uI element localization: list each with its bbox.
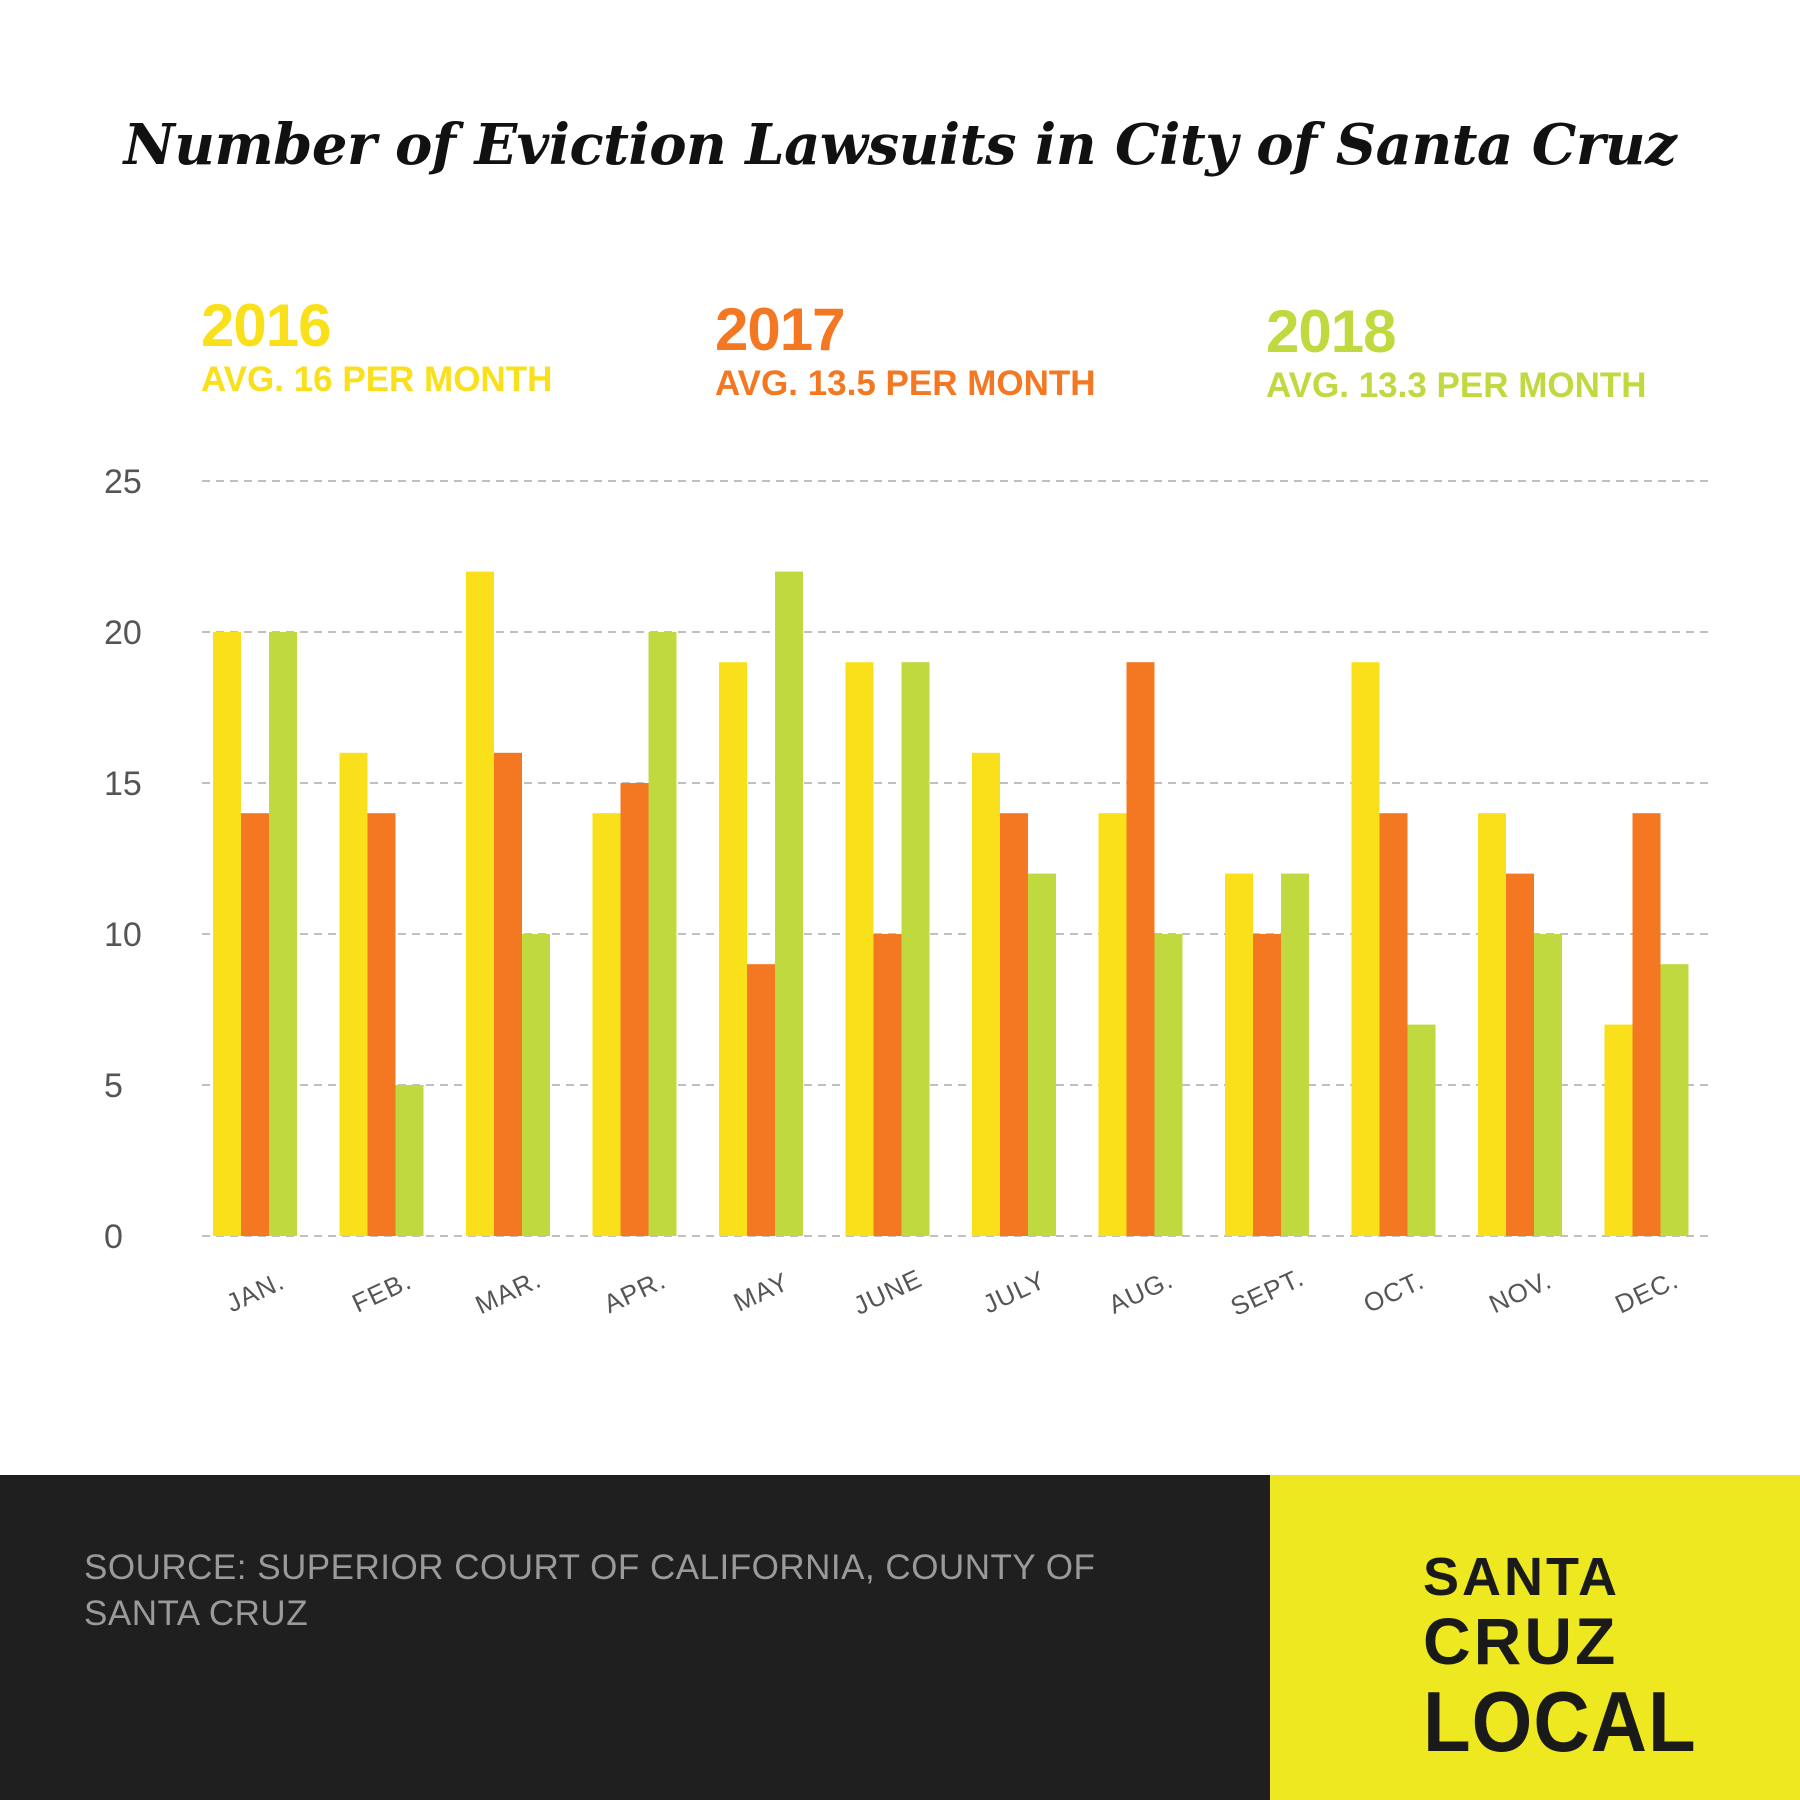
legend-avg-2017: AVG. 13.5 PER MONTH bbox=[715, 364, 1096, 403]
y-tick-label-15: 15 bbox=[104, 765, 142, 803]
x-tick-label-june: JUNE bbox=[849, 1263, 927, 1321]
bar-2018-june bbox=[901, 662, 930, 1236]
y-tick-label-0: 0 bbox=[104, 1218, 123, 1256]
bar-2017-apr bbox=[620, 783, 649, 1236]
bar-2017-july bbox=[1000, 813, 1028, 1236]
bar-2017-dec bbox=[1632, 813, 1661, 1236]
bar-2017-may bbox=[747, 964, 775, 1236]
chart-title: Number of Eviction Lawsuits in City of S… bbox=[123, 112, 1677, 178]
bar-2018-oct bbox=[1407, 1024, 1436, 1236]
logo-line-3: LOCAL bbox=[1423, 1672, 1697, 1770]
bar-2016-aug bbox=[1098, 813, 1127, 1236]
bar-2018-jan bbox=[269, 632, 297, 1236]
bar-layer bbox=[213, 571, 1689, 1236]
legend-2017: 2017 AVG. 13.5 PER MONTH bbox=[715, 298, 1096, 406]
footer-source-panel: SOURCE: SUPERIOR COURT OF CALIFORNIA, CO… bbox=[0, 1475, 1270, 1800]
y-tick-label-10: 10 bbox=[104, 916, 142, 954]
bar-2018-dec bbox=[1660, 964, 1689, 1236]
bar-2018-july bbox=[1028, 873, 1056, 1236]
x-tick-label-jan: JAN. bbox=[222, 1265, 289, 1318]
bar-2018-may bbox=[775, 571, 803, 1236]
legend-year-2017: 2017 bbox=[715, 296, 845, 363]
x-tick-label-apr: APR. bbox=[599, 1265, 670, 1320]
footer-logo-panel: SANTA CRUZ LOCAL bbox=[1270, 1475, 1800, 1800]
bar-2016-dec bbox=[1604, 1024, 1633, 1236]
bar-2016-apr bbox=[592, 813, 621, 1236]
bar-2018-apr bbox=[648, 632, 677, 1236]
bar-2018-mar bbox=[522, 934, 550, 1236]
x-tick-label-oct: OCT. bbox=[1359, 1265, 1429, 1319]
bar-2016-feb bbox=[339, 752, 368, 1236]
bar-2018-aug bbox=[1154, 934, 1183, 1236]
bar-2016-may bbox=[719, 662, 747, 1236]
bar-chart: 0 5 10 15 20 25 JAN. FEB. MAR. APR. MAY JUNE JULY AUG… bbox=[104, 463, 1712, 1322]
y-tick-label-5: 5 bbox=[104, 1067, 123, 1105]
bar-2016-jan bbox=[213, 632, 241, 1236]
bar-2017-oct bbox=[1379, 813, 1408, 1236]
bar-2017-june bbox=[873, 934, 902, 1236]
x-tick-label-aug: AUG. bbox=[1104, 1264, 1178, 1320]
x-tick-label-mar: MAR. bbox=[471, 1264, 546, 1320]
bar-2016-june bbox=[845, 662, 874, 1236]
bar-2018-sept bbox=[1281, 873, 1309, 1236]
logo-line-1: SANTA bbox=[1423, 1547, 1620, 1607]
santa-cruz-local-logo: SANTA CRUZ LOCAL bbox=[1423, 1547, 1697, 1767]
bar-2016-oct bbox=[1351, 662, 1380, 1236]
bar-2017-sept bbox=[1253, 934, 1281, 1236]
legend-2016: 2016 AVG. 16 PER MONTH bbox=[201, 294, 552, 402]
bar-2016-nov bbox=[1478, 813, 1506, 1236]
legend-year-2018: 2018 bbox=[1266, 298, 1396, 365]
legend-avg-2018: AVG. 13.3 PER MONTH bbox=[1266, 366, 1647, 405]
source-text: SOURCE: SUPERIOR COURT OF CALIFORNIA, CO… bbox=[84, 1548, 1096, 1633]
x-tick-label-nov: NOV. bbox=[1484, 1264, 1556, 1319]
x-tick-label-july: JULY bbox=[978, 1264, 1050, 1319]
x-tick-label-may: MAY bbox=[729, 1266, 794, 1317]
legend-year-2016: 2016 bbox=[201, 292, 331, 359]
y-tick-label-25: 25 bbox=[104, 463, 142, 501]
y-tick-label-20: 20 bbox=[104, 614, 142, 652]
legend-2018: 2018 AVG. 13.3 PER MONTH bbox=[1266, 300, 1647, 408]
logo-line-2: CRUZ bbox=[1423, 1604, 1619, 1678]
bar-2017-feb bbox=[367, 813, 396, 1236]
x-tick-label-feb: FEB. bbox=[347, 1265, 416, 1318]
bar-2016-sept bbox=[1225, 873, 1253, 1236]
x-tick-label-sept: SEPT. bbox=[1226, 1262, 1309, 1322]
bar-2017-nov bbox=[1506, 873, 1534, 1236]
bar-2016-july bbox=[972, 752, 1000, 1236]
bar-2016-mar bbox=[466, 571, 494, 1236]
bar-2017-aug bbox=[1126, 662, 1155, 1236]
bar-2017-jan bbox=[241, 813, 269, 1236]
bar-2018-nov bbox=[1534, 934, 1562, 1236]
x-tick-label-dec: DEC. bbox=[1610, 1264, 1683, 1319]
bar-2018-feb bbox=[395, 1085, 424, 1236]
legend-avg-2016: AVG. 16 PER MONTH bbox=[201, 360, 553, 399]
bar-2017-mar bbox=[494, 752, 522, 1236]
